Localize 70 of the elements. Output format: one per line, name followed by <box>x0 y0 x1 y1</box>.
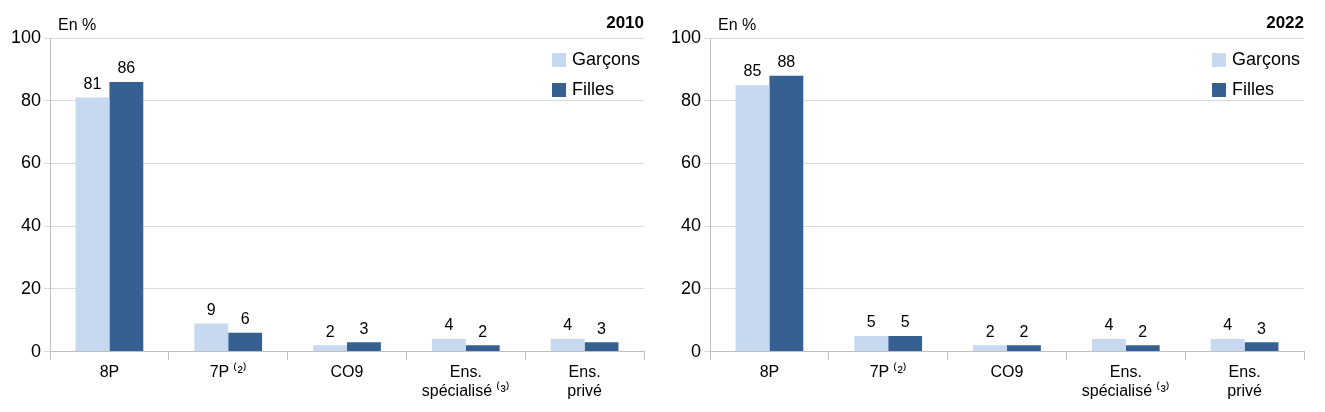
x-tick-label: CO9 <box>990 362 1024 380</box>
data-label: 2 <box>325 322 335 340</box>
legend-label: Garçons <box>571 48 640 69</box>
x-tick-label: 7P ⁽²⁾ <box>869 361 907 380</box>
x-tick-label: 7P ⁽²⁾ <box>209 361 247 380</box>
bar <box>228 332 263 352</box>
bar <box>465 345 500 352</box>
bar <box>109 81 144 352</box>
bar <box>347 342 381 352</box>
data-label: 85 <box>743 62 762 80</box>
data-label: 4 <box>1223 316 1233 334</box>
bar <box>584 342 619 352</box>
legend-label: Filles <box>571 78 614 99</box>
x-tick-label: Ens. spécialisé ⁽³⁾ <box>1081 362 1170 399</box>
y-tick-label: 40 <box>21 215 42 236</box>
data-label: 3 <box>359 319 369 337</box>
data-label: 2 <box>478 322 488 340</box>
y-tick-label: 0 <box>691 340 702 361</box>
bar <box>1210 339 1245 352</box>
data-label: 2 <box>1138 322 1148 340</box>
chart-title: 2022 <box>1266 13 1304 33</box>
x-tick-label: 8P <box>759 362 780 380</box>
data-label: 88 <box>777 53 796 71</box>
x-tick-label: Ens. privé <box>1227 362 1263 399</box>
chart-title: 2010 <box>606 13 644 33</box>
data-label: 9 <box>206 300 216 318</box>
bar <box>313 345 348 352</box>
bar <box>973 345 1008 352</box>
bar <box>769 75 804 352</box>
y-tick-label: 0 <box>31 340 42 361</box>
y-axis-title: En % <box>718 16 757 34</box>
data-label: 3 <box>597 319 607 337</box>
data-label: 86 <box>117 59 136 77</box>
y-tick-label: 40 <box>681 215 702 236</box>
data-label: 2 <box>985 322 995 340</box>
bar <box>1125 345 1160 352</box>
legend-label: Filles <box>1231 78 1274 99</box>
data-label: 81 <box>83 74 102 92</box>
y-tick-label: 80 <box>681 89 702 110</box>
data-label: 2 <box>1019 322 1029 340</box>
data-label: 5 <box>866 313 876 331</box>
data-label: 6 <box>240 310 250 328</box>
bar <box>888 335 923 352</box>
legend-label: Garçons <box>1231 48 1300 69</box>
data-label: 5 <box>900 313 910 331</box>
bar <box>431 339 466 352</box>
bar <box>194 323 229 352</box>
bar <box>1244 342 1279 352</box>
y-tick-label: 100 <box>10 26 42 47</box>
y-axis-title: En % <box>58 16 97 34</box>
y-tick-label: 100 <box>670 26 702 47</box>
y-tick-label: 60 <box>681 152 702 173</box>
data-label: 3 <box>1257 319 1267 337</box>
bar <box>1007 345 1041 352</box>
x-tick-label: Ens. spécialisé ⁽³⁾ <box>421 362 510 399</box>
bar <box>735 85 770 352</box>
y-tick-label: 20 <box>681 277 702 298</box>
x-tick-label: 8P <box>99 362 120 380</box>
bar <box>1091 339 1126 352</box>
data-label: 4 <box>563 316 573 334</box>
data-label: 4 <box>1104 316 1114 334</box>
bar <box>75 97 110 352</box>
y-tick-label: 80 <box>21 89 42 110</box>
bar <box>854 335 889 352</box>
bar <box>550 339 585 352</box>
y-tick-label: 20 <box>21 277 42 298</box>
x-tick-label: CO9 <box>330 362 364 380</box>
y-tick-label: 60 <box>21 152 42 173</box>
data-label: 4 <box>444 316 454 334</box>
x-tick-label: Ens. privé <box>567 362 603 399</box>
